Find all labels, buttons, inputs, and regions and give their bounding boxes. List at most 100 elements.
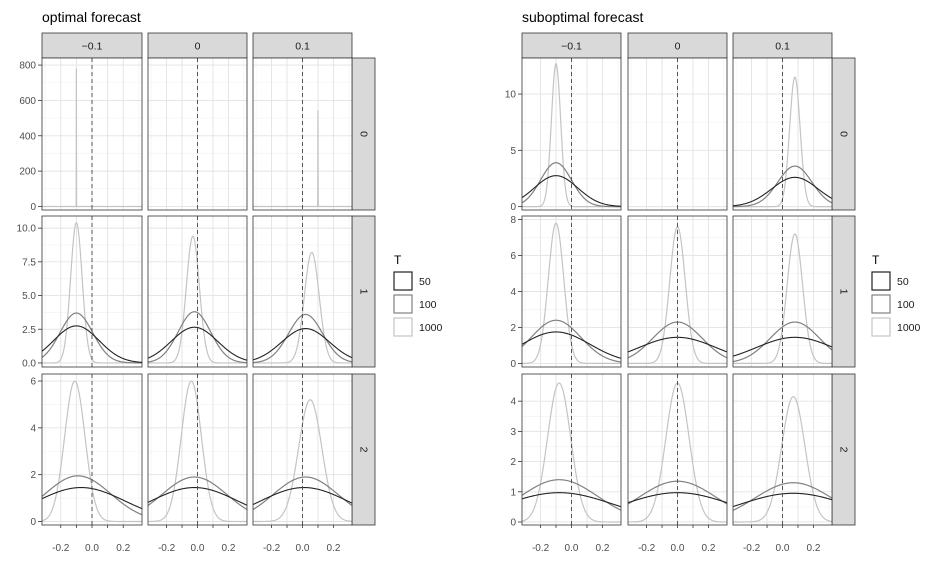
y-tick-label: 3 <box>510 427 516 438</box>
x-tick-label: 0.0 <box>85 543 99 554</box>
panel <box>147 215 248 368</box>
panel-border <box>732 57 833 211</box>
x-tick-label: -0.2 <box>638 543 656 554</box>
density-line-T50 <box>732 176 833 207</box>
panel: -0.2 0.0 0.2 <box>627 373 728 554</box>
density-line-T100 <box>732 321 833 363</box>
panel: -0.2 0.0 0.2 <box>732 373 833 554</box>
legend-key-T100 <box>393 294 413 314</box>
col-strip-label: −0.1 <box>82 41 103 53</box>
legend-label: 1000 <box>897 322 921 334</box>
y-tick-label: 0 <box>510 202 516 213</box>
col-strip <box>627 32 728 59</box>
chart-title: optimal forecast <box>42 9 141 25</box>
panel-border <box>252 215 353 368</box>
panel-border <box>252 57 353 211</box>
row-strip-label: 2 <box>838 447 850 453</box>
panel <box>147 57 248 211</box>
panel: -0.2 0.0 0.2 <box>147 373 248 554</box>
density-line-T100 <box>252 476 353 511</box>
y-tick-label: 4 <box>510 287 516 298</box>
col-strip-label: 0.1 <box>775 41 790 53</box>
y-tick-label: 2 <box>510 323 516 334</box>
x-tick-label: 0.0 <box>565 543 579 554</box>
y-tick-label: 2 <box>510 457 516 468</box>
row-strip-label: 2 <box>358 447 370 453</box>
panel <box>732 57 833 211</box>
legend-label: 100 <box>897 299 915 311</box>
y-tick-label: 0 <box>510 359 516 370</box>
x-tick-label: -0.2 <box>532 543 550 554</box>
x-tick-label: 0.0 <box>191 543 205 554</box>
y-tick-label: 5.0 <box>22 291 36 302</box>
panel-border <box>732 215 833 368</box>
row-strip-label: 1 <box>838 289 850 295</box>
density-line-T50 <box>521 175 622 207</box>
panel <box>627 215 728 368</box>
panel: -0.2 0.0 0.2 <box>252 373 353 554</box>
x-tick-label: -0.2 <box>158 543 176 554</box>
x-tick-label: 0.2 <box>326 543 340 554</box>
chart-1: optimal forecast −0.1 0 0.1 0 1 2 0 200 400 600 800… <box>17 9 443 554</box>
row-strip-label: 1 <box>358 289 370 295</box>
x-tick-label: 0.2 <box>701 543 715 554</box>
density-line-T1000 <box>42 68 142 208</box>
panel <box>521 215 622 368</box>
x-tick-label: 0.2 <box>221 543 235 554</box>
density-line-T1000 <box>521 382 621 523</box>
panel: -0.2 0.0 0.2 <box>41 373 143 554</box>
panel-border <box>147 57 248 211</box>
y-tick-label: 0.0 <box>22 358 36 369</box>
col-strip <box>147 32 248 59</box>
x-tick-label: 0.0 <box>671 543 685 554</box>
legend-key-T100 <box>871 294 891 314</box>
x-tick-label: 0.2 <box>116 543 130 554</box>
y-tick-label: 0 <box>30 517 36 528</box>
col-strip <box>41 32 143 59</box>
col-strip <box>252 32 353 59</box>
x-tick-label: 0.0 <box>776 543 790 554</box>
legend-label: 1000 <box>419 322 443 334</box>
density-line-T100 <box>521 319 622 363</box>
panel-border <box>627 57 728 211</box>
y-tick-label: 7.5 <box>22 257 36 268</box>
density-line-T1000 <box>253 110 352 208</box>
y-tick-label: 8 <box>510 215 516 226</box>
panel-border <box>41 57 143 211</box>
col-strip-label: 0 <box>195 41 201 53</box>
legend-title: T <box>394 253 402 267</box>
y-tick-label: 0 <box>30 202 36 213</box>
panel <box>732 215 833 368</box>
panel <box>252 215 353 368</box>
chart-title: suboptimal forecast <box>522 9 644 25</box>
row-strip-label: 0 <box>358 131 370 137</box>
density-line-T50 <box>627 492 728 504</box>
y-tick-label: 0 <box>510 517 516 528</box>
x-tick-label: 0.2 <box>595 543 609 554</box>
panel <box>252 57 353 211</box>
density-line-T1000 <box>148 235 247 364</box>
panel <box>41 215 143 368</box>
x-tick-label: -0.2 <box>263 543 281 554</box>
chart-2: suboptimal forecast−0.1 0 0.10120510024680… <box>505 9 921 554</box>
x-tick-label: 0.2 <box>806 543 820 554</box>
panel <box>627 57 728 211</box>
legend-label: 100 <box>419 299 437 311</box>
panel: -0.2 0.0 0.2 <box>521 373 622 554</box>
legend-label: 50 <box>419 276 431 288</box>
y-tick-label: 4 <box>30 423 36 434</box>
y-tick-label: 5 <box>510 146 516 157</box>
density-line-T100 <box>147 311 248 364</box>
legend-key-T50 <box>871 271 891 291</box>
y-tick-label: 6 <box>30 377 36 388</box>
col-strip <box>521 32 622 59</box>
x-tick-label: 0.0 <box>296 543 310 554</box>
panel-border <box>147 215 248 368</box>
y-tick-label: 400 <box>19 131 36 142</box>
density-line-T50 <box>147 326 248 361</box>
y-tick-label: 10 <box>505 90 517 101</box>
legend-title: T <box>872 253 880 267</box>
col-strip-label: −0.1 <box>561 41 582 53</box>
